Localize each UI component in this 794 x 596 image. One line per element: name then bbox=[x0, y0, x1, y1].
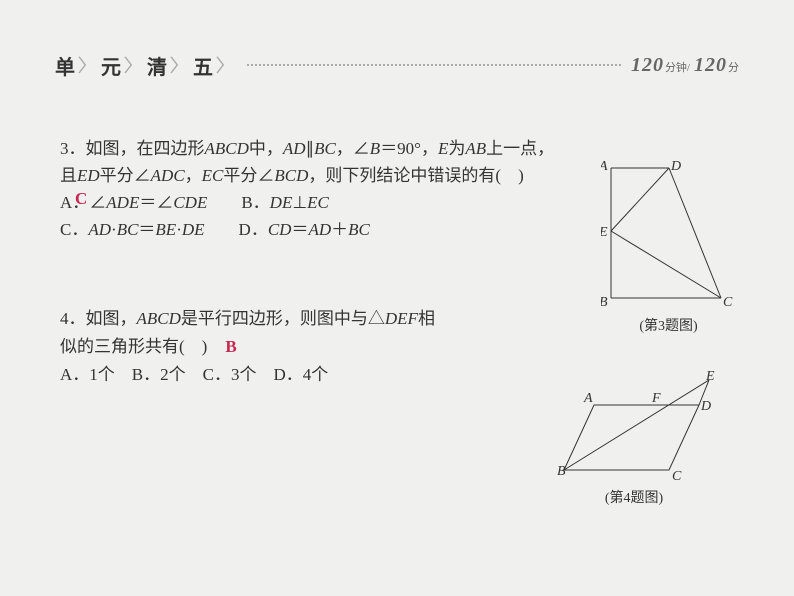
svg-text:E: E bbox=[705, 370, 715, 384]
q4-answer: B bbox=[225, 337, 236, 356]
title-char-4: 五 bbox=[193, 51, 213, 80]
time-unit: 分钟/ bbox=[665, 62, 690, 74]
title-char-2: 元 bbox=[101, 51, 121, 80]
title-char-1: 单 bbox=[55, 51, 75, 80]
diagram-4-caption: (第4题图) bbox=[554, 487, 714, 507]
diagram-4: B C A D E F (第4题图) bbox=[554, 370, 714, 510]
time-value: 120 bbox=[631, 54, 664, 76]
q4-options: A．1个 B．2个 C．3个 D．4个 bbox=[60, 361, 560, 389]
score-value: 120 bbox=[694, 54, 727, 76]
svg-text:F: F bbox=[651, 391, 661, 406]
svg-text:D: D bbox=[700, 399, 711, 414]
svg-text:C: C bbox=[672, 469, 682, 484]
q4-line2: 似的三角形共有( )B bbox=[60, 333, 560, 361]
unit-title: 单 〉 元 〉 清 〉 五 〉 bbox=[55, 51, 237, 80]
chevron-icon: 〉 bbox=[123, 52, 145, 78]
svg-text:B: B bbox=[557, 464, 566, 479]
chevron-icon: 〉 bbox=[215, 52, 237, 78]
svg-text:E: E bbox=[601, 225, 608, 240]
diagram-3-svg: A D E B C bbox=[601, 158, 736, 313]
svg-text:D: D bbox=[670, 159, 681, 174]
diagram-3: A D E B C (第3题图) bbox=[601, 158, 736, 338]
score-unit: 分 bbox=[728, 62, 739, 74]
chevron-icon: 〉 bbox=[169, 52, 191, 78]
q4-line1: 4．如图，ABCD是平行四边形，则图中与△DEF相 bbox=[60, 305, 560, 333]
chevron-icon: 〉 bbox=[77, 52, 99, 78]
svg-text:C: C bbox=[723, 295, 733, 310]
svg-text:B: B bbox=[601, 295, 608, 310]
diagram-4-svg: B C A D E F bbox=[554, 370, 719, 485]
svg-text:A: A bbox=[601, 159, 608, 174]
diagram-3-caption: (第3题图) bbox=[601, 315, 736, 335]
svg-text:A: A bbox=[583, 391, 593, 406]
title-char-3: 清 bbox=[147, 51, 167, 80]
header: 单 〉 元 〉 清 〉 五 〉 120分钟/ 120分 bbox=[55, 50, 739, 80]
question-4: 4．如图，ABCD是平行四边形，则图中与△DEF相 似的三角形共有( )B A．… bbox=[60, 305, 560, 389]
header-dots bbox=[247, 64, 621, 66]
time-score: 120分钟/ 120分 bbox=[631, 54, 739, 77]
q3-answer: C bbox=[75, 185, 87, 212]
